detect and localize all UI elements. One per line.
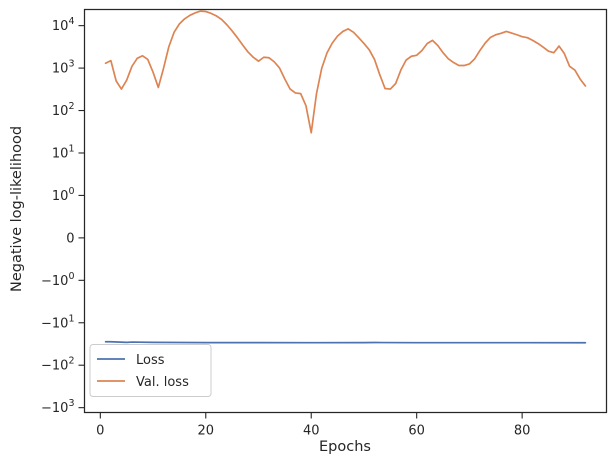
legend-label-val-loss: Val. loss [136,375,189,390]
y-axis: 104 103 102 101 100 0 −100 −101 −102 −103 [41,16,85,416]
y-tick-label: −100 [41,271,74,289]
x-tick-label: 80 [514,424,531,439]
x-axis: 0 20 40 60 80 [96,412,531,439]
series-line-val-loss [104,10,587,134]
y-tick-label: −103 [41,398,74,416]
y-tick-label: −102 [41,356,74,374]
x-tick-label: 40 [303,424,320,439]
y-tick-label: 101 [52,143,75,161]
y-tick-label: 100 [52,186,75,204]
legend: Loss Val. loss [89,344,212,397]
y-tick-label: −101 [41,313,74,331]
y-axis-label: Negative log-likelihood [9,126,25,292]
plot-frame [83,8,608,414]
y-tick-label: 104 [52,16,75,34]
series-line-loss [104,340,587,344]
x-tick-label: 20 [197,424,214,439]
series-layer [104,10,587,344]
x-tick-label: 0 [96,424,104,439]
x-axis-label: Epochs [319,439,371,455]
legend-box [89,344,212,397]
y-tick-label: 103 [52,59,75,77]
legend-label-loss: Loss [136,353,165,368]
x-tick-label: 60 [408,424,425,439]
y-tick-label: 102 [52,101,75,119]
y-tick-label: 0 [66,231,74,246]
